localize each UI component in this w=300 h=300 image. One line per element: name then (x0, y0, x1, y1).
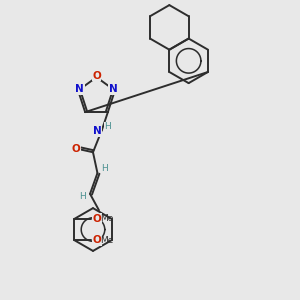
Text: N: N (75, 84, 84, 94)
Text: Me: Me (100, 214, 114, 223)
Text: N: N (93, 126, 102, 136)
Text: O: O (93, 214, 102, 224)
Text: O: O (93, 235, 102, 245)
Text: N: N (109, 84, 118, 94)
Text: O: O (92, 71, 101, 81)
Text: Me: Me (100, 236, 114, 245)
Text: O: O (72, 144, 80, 154)
Text: H: H (79, 192, 86, 201)
Text: H: H (104, 122, 111, 131)
Text: H: H (101, 164, 108, 173)
